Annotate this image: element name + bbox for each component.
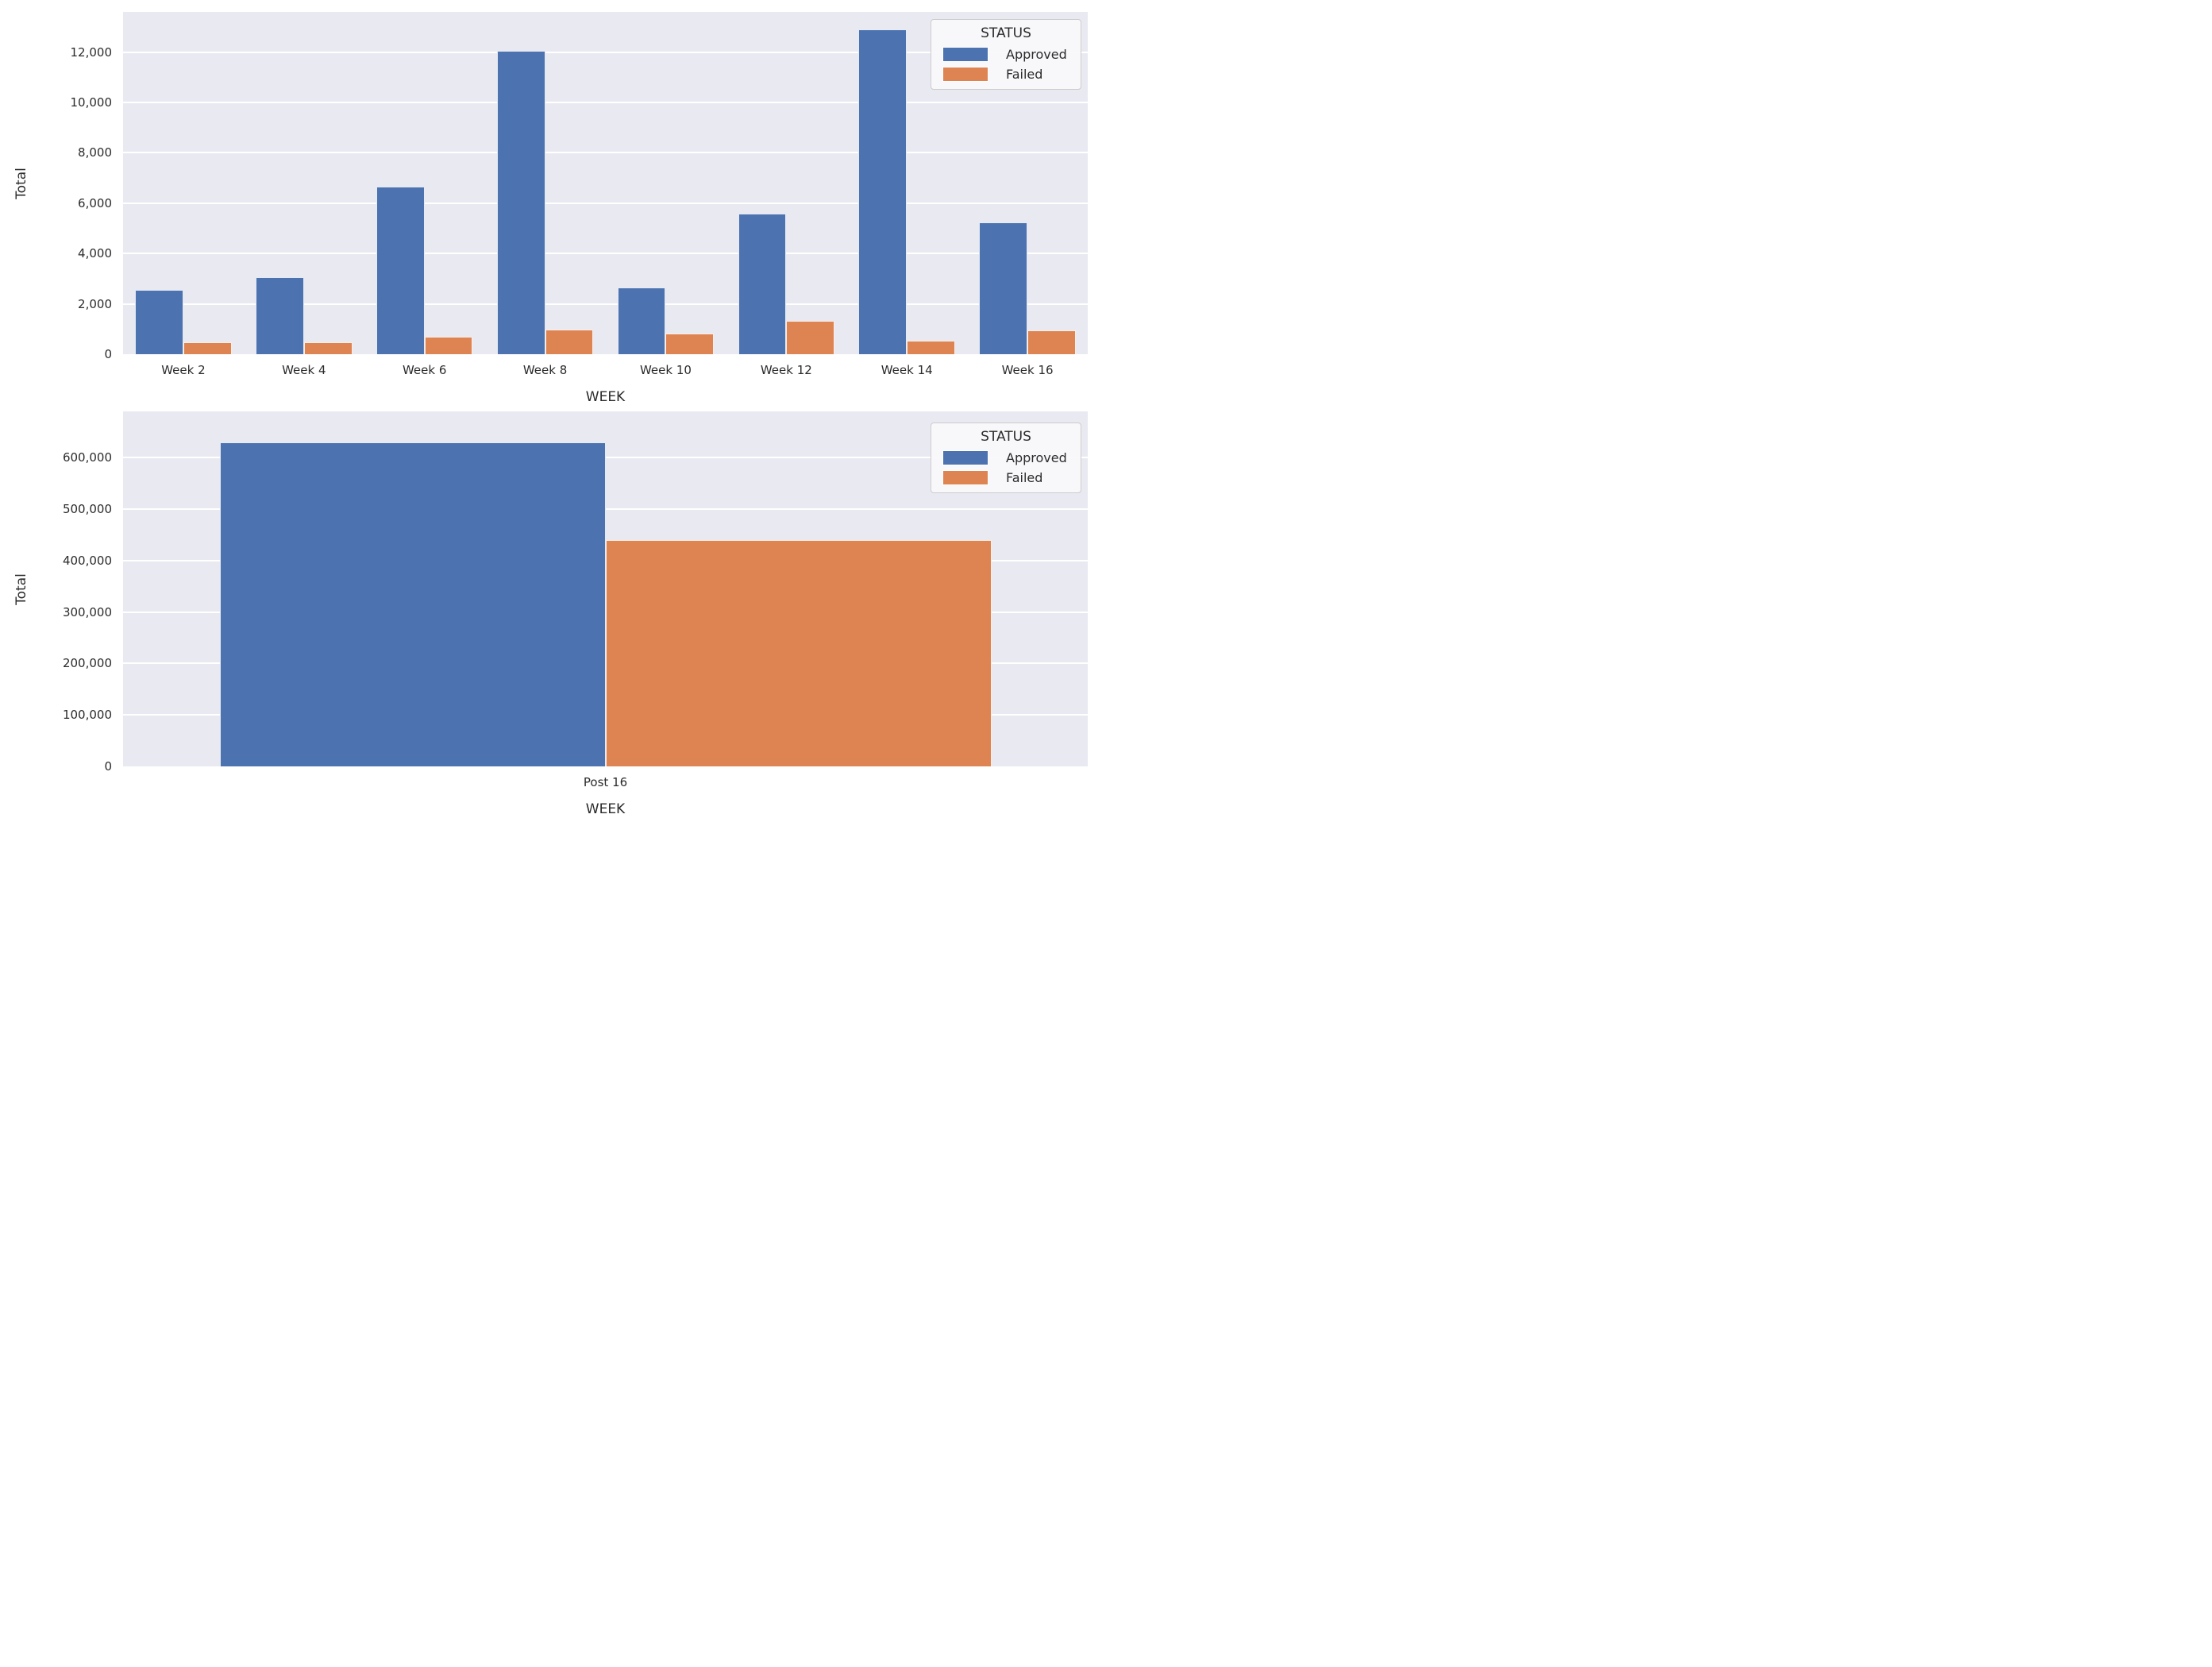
y-tick-label-8000: 8,000 bbox=[78, 145, 112, 160]
plot-area: STATUS Approved Failed bbox=[123, 12, 1088, 354]
gridline-y-2000 bbox=[123, 303, 1088, 305]
bar-approved-week-4 bbox=[256, 277, 304, 354]
weekly-status-bar-chart: Total STATUS Approved Failed WEEK 0 2,000 4,… bbox=[0, 0, 1106, 405]
bar-approved-week-10 bbox=[617, 287, 666, 354]
gridline-y-10000 bbox=[123, 102, 1088, 104]
y-tick-label-6000: 6,000 bbox=[78, 195, 112, 210]
x-tick-label-week-6: Week 6 bbox=[402, 363, 447, 377]
legend-label: Approved bbox=[1006, 47, 1067, 62]
legend-entry-failed: Failed bbox=[942, 67, 1073, 82]
gridline-y-600000 bbox=[123, 457, 1088, 459]
x-tick-label-week-8: Week 8 bbox=[522, 363, 568, 377]
x-axis-label: WEEK bbox=[585, 389, 626, 405]
y-tick-label-4000: 4,000 bbox=[78, 246, 112, 261]
bar-approved-week-6 bbox=[376, 186, 425, 354]
y-tick-label-200000: 200,000 bbox=[62, 656, 112, 671]
x-tick-label-week-2: Week 2 bbox=[161, 363, 206, 377]
bar-failed-week-16 bbox=[1027, 330, 1076, 354]
legend-label: Failed bbox=[1006, 67, 1043, 82]
legend-swatch-failed bbox=[942, 67, 988, 82]
bar-failed-week-10 bbox=[665, 334, 715, 354]
gridline-y-6000 bbox=[123, 202, 1088, 204]
bar-approved-week-8 bbox=[496, 51, 545, 354]
bar-failed-week-12 bbox=[786, 320, 835, 354]
y-tick-label-10000: 10,000 bbox=[70, 95, 113, 110]
bar-failed-week-6 bbox=[424, 336, 473, 354]
bar-failed-week-14 bbox=[907, 340, 955, 354]
x-tick-label-week-16: Week 16 bbox=[1001, 363, 1054, 377]
legend-entry-approved: Approved bbox=[942, 450, 1073, 465]
bar-approved-week-14 bbox=[858, 29, 908, 354]
legend-title: STATUS bbox=[981, 429, 1031, 445]
y-tick-label-0: 0 bbox=[104, 347, 112, 361]
x-tick-label-post-16: Post 16 bbox=[583, 775, 628, 789]
bar-failed-week-2 bbox=[183, 342, 232, 354]
bar-approved-week-2 bbox=[135, 289, 183, 354]
y-axis-label: Total bbox=[13, 167, 29, 199]
y-tick-label-500000: 500,000 bbox=[62, 502, 112, 517]
y-tick-label-300000: 300,000 bbox=[62, 604, 112, 619]
y-tick-label-12000: 12,000 bbox=[70, 44, 113, 60]
legend: STATUS Approved Failed bbox=[931, 423, 1081, 493]
legend-label: Approved bbox=[1006, 450, 1067, 465]
y-tick-label-600000: 600,000 bbox=[62, 450, 112, 465]
x-axis-label: WEEK bbox=[585, 801, 626, 817]
legend: STATUS Approved Failed bbox=[931, 19, 1081, 90]
gridline-y-4000 bbox=[123, 253, 1088, 255]
gridline-y-8000 bbox=[123, 152, 1088, 154]
legend-swatch-approved bbox=[942, 450, 988, 465]
legend-entry-approved: Approved bbox=[942, 47, 1073, 62]
bar-approved-post-16 bbox=[219, 442, 606, 766]
y-tick-label-0: 0 bbox=[104, 759, 112, 774]
x-tick-label-week-12: Week 12 bbox=[760, 363, 812, 377]
post16-status-bar-chart: Total STATUS Approved Failed WEEK 0 100,000… bbox=[0, 405, 1106, 834]
x-tick-label-week-10: Week 10 bbox=[639, 363, 692, 377]
gridline-y-12000 bbox=[123, 51, 1088, 53]
y-axis-label: Total bbox=[13, 573, 29, 605]
legend-swatch-approved bbox=[942, 47, 988, 62]
bar-approved-week-16 bbox=[979, 222, 1028, 354]
bar-failed-week-8 bbox=[545, 329, 594, 354]
x-tick-label-week-4: Week 4 bbox=[282, 363, 326, 377]
legend-swatch-failed bbox=[942, 470, 988, 485]
figure: Total STATUS Approved Failed WEEK 0 2,000 4,… bbox=[0, 0, 1106, 834]
y-tick-label-100000: 100,000 bbox=[62, 708, 112, 723]
y-tick-label-2000: 2,000 bbox=[78, 296, 112, 311]
gridline-y-500000 bbox=[123, 508, 1088, 511]
legend-entry-failed: Failed bbox=[942, 470, 1073, 485]
bar-approved-week-12 bbox=[738, 214, 787, 354]
bar-failed-post-16 bbox=[605, 539, 992, 766]
x-tick-label-week-14: Week 14 bbox=[881, 363, 933, 377]
legend-title: STATUS bbox=[981, 25, 1031, 41]
y-tick-label-400000: 400,000 bbox=[62, 553, 112, 568]
legend-label: Failed bbox=[1006, 470, 1043, 485]
plot-area: STATUS Approved Failed bbox=[123, 411, 1088, 766]
bar-failed-week-4 bbox=[303, 342, 353, 354]
